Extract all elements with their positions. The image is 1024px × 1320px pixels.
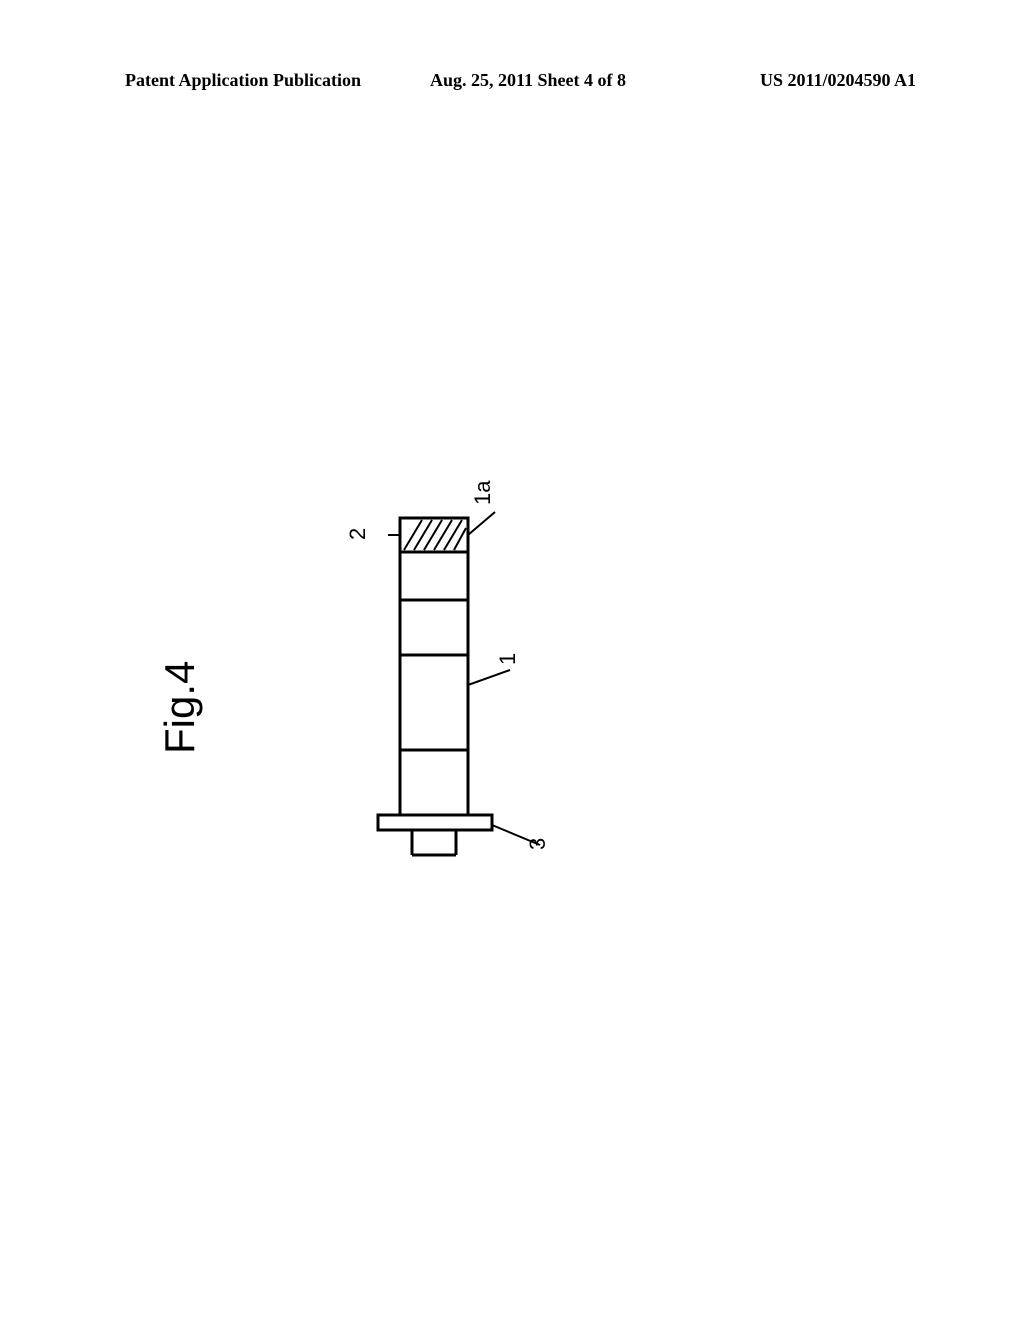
technical-drawing: 2 1a 1 3 xyxy=(260,450,660,900)
figure-label: Fig.4 xyxy=(156,661,204,754)
header-center: Aug. 25, 2011 Sheet 4 of 8 xyxy=(430,70,626,91)
figure-container: Fig.4 21a13 xyxy=(180,450,780,850)
svg-text:3: 3 xyxy=(525,838,550,850)
header-right: US 2011/0204590 A1 xyxy=(760,70,916,91)
svg-text:1a: 1a xyxy=(470,480,495,505)
svg-text:1: 1 xyxy=(495,653,520,665)
header-left: Patent Application Publication xyxy=(125,70,361,91)
svg-text:2: 2 xyxy=(345,528,370,540)
